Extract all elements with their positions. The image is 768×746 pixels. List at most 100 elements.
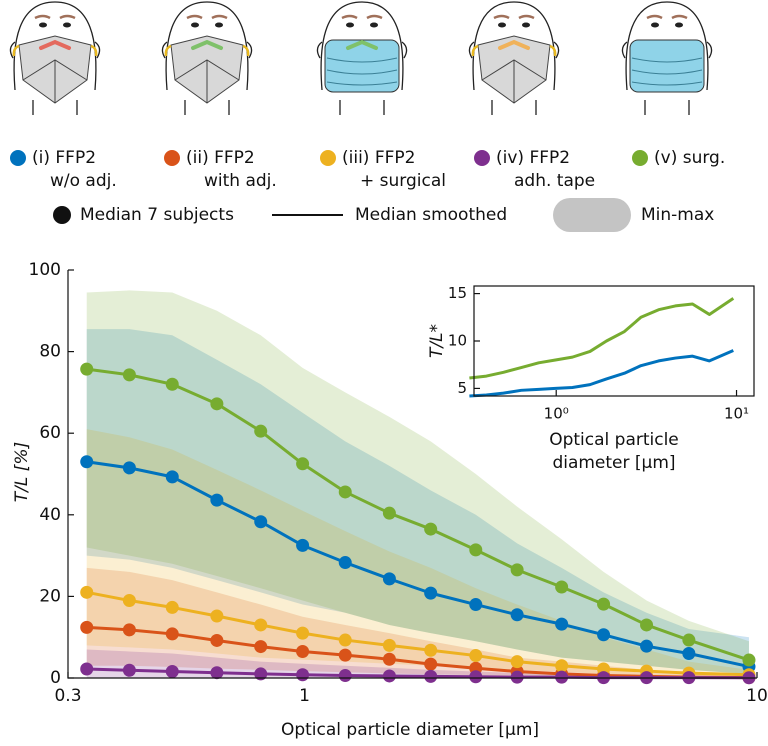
median-point [80,585,94,599]
median-point [296,644,310,658]
x-tick-label: 10⁰ [544,405,569,423]
mask-pleats [326,57,398,86]
surgical-mask [324,39,400,93]
x-tick-label: 0.3 [54,686,81,706]
median-point [424,586,438,600]
inset-x-axis-label: Optical particle diameter [μm] [549,430,679,473]
median-point [338,556,352,570]
median-point [555,580,569,594]
legend-key: Median 7 subjects [80,205,234,225]
median-point [210,633,224,647]
median-point [682,647,696,661]
ffp2-mask [170,35,244,104]
eye [63,22,71,28]
median-point [338,669,352,683]
ear [161,41,253,59]
median-point [122,663,136,677]
median-point [80,455,94,469]
median-point [122,593,136,607]
eye [522,22,530,28]
median-point [210,493,224,507]
nose-strip [191,39,223,50]
median-point [254,640,268,654]
median-point [682,633,696,647]
ear [621,41,713,59]
median-point [296,457,310,471]
median-point [210,609,224,623]
ear [316,41,408,59]
ffp2-mask [477,35,551,104]
median-point [80,662,94,676]
median-point [338,633,352,647]
y-tick-label: 40 [39,505,61,525]
brow [493,14,535,20]
legend-marker [474,150,490,166]
median-point [80,362,94,376]
median-point [122,461,136,475]
y-tick-label: 20 [39,586,61,606]
legend-label: (iv) FFP2 adh. tape [496,148,595,191]
nose-strip [39,39,71,50]
y-tick-label: 80 [39,342,61,362]
eye [191,22,199,28]
nose-strip [346,39,378,50]
median-point [424,643,438,657]
median-point [469,649,483,663]
median-point [80,620,94,634]
min-max-band [86,329,749,674]
median-point [510,670,524,684]
eye [498,22,506,28]
median-point [382,652,396,666]
brow [186,14,228,20]
legend-marker [320,150,336,166]
mask-pleats [631,57,703,86]
median-point [640,639,654,653]
ear-loop [164,44,250,57]
median-point [382,572,396,586]
legend-marker [164,150,180,166]
ear-loop [471,44,557,57]
legend-marker-dot [53,206,71,224]
eye [346,22,354,28]
inset-frame [473,285,755,397]
nose-strip [498,39,530,50]
inset-background [474,286,754,396]
min-max-band [86,649,749,678]
eye [39,22,47,28]
median-point [254,424,268,438]
eye [675,22,683,28]
eye [651,22,659,28]
legend-key: Median smoothed [355,205,507,225]
median-point [510,563,524,577]
median-point [469,670,483,684]
median-line [469,349,734,398]
median-point [555,659,569,673]
y-tick-label: 60 [39,423,61,443]
min-max-band [86,290,749,674]
median-point [165,470,179,484]
min-max-band [86,429,749,677]
median-point [555,617,569,631]
x-tick-label: 1 [299,686,310,706]
median-point [510,655,524,669]
median-point [742,653,756,667]
median-point [165,627,179,641]
y-tick-label: 100 [29,260,61,280]
median-point [382,506,396,520]
y-tick-label: 0 [50,668,61,688]
median-point [210,666,224,680]
legend-marker-band [553,198,631,232]
median-point [210,397,224,411]
median-point [165,377,179,391]
ear [9,41,101,59]
min-max-band [86,567,749,678]
median-line [86,625,749,680]
brow [34,14,76,20]
median-line [86,460,750,669]
legend-marker [10,150,26,166]
eye [370,22,378,28]
surgical-mask [629,39,705,93]
ffp2-mask [18,35,92,104]
legend-marker [632,150,648,166]
